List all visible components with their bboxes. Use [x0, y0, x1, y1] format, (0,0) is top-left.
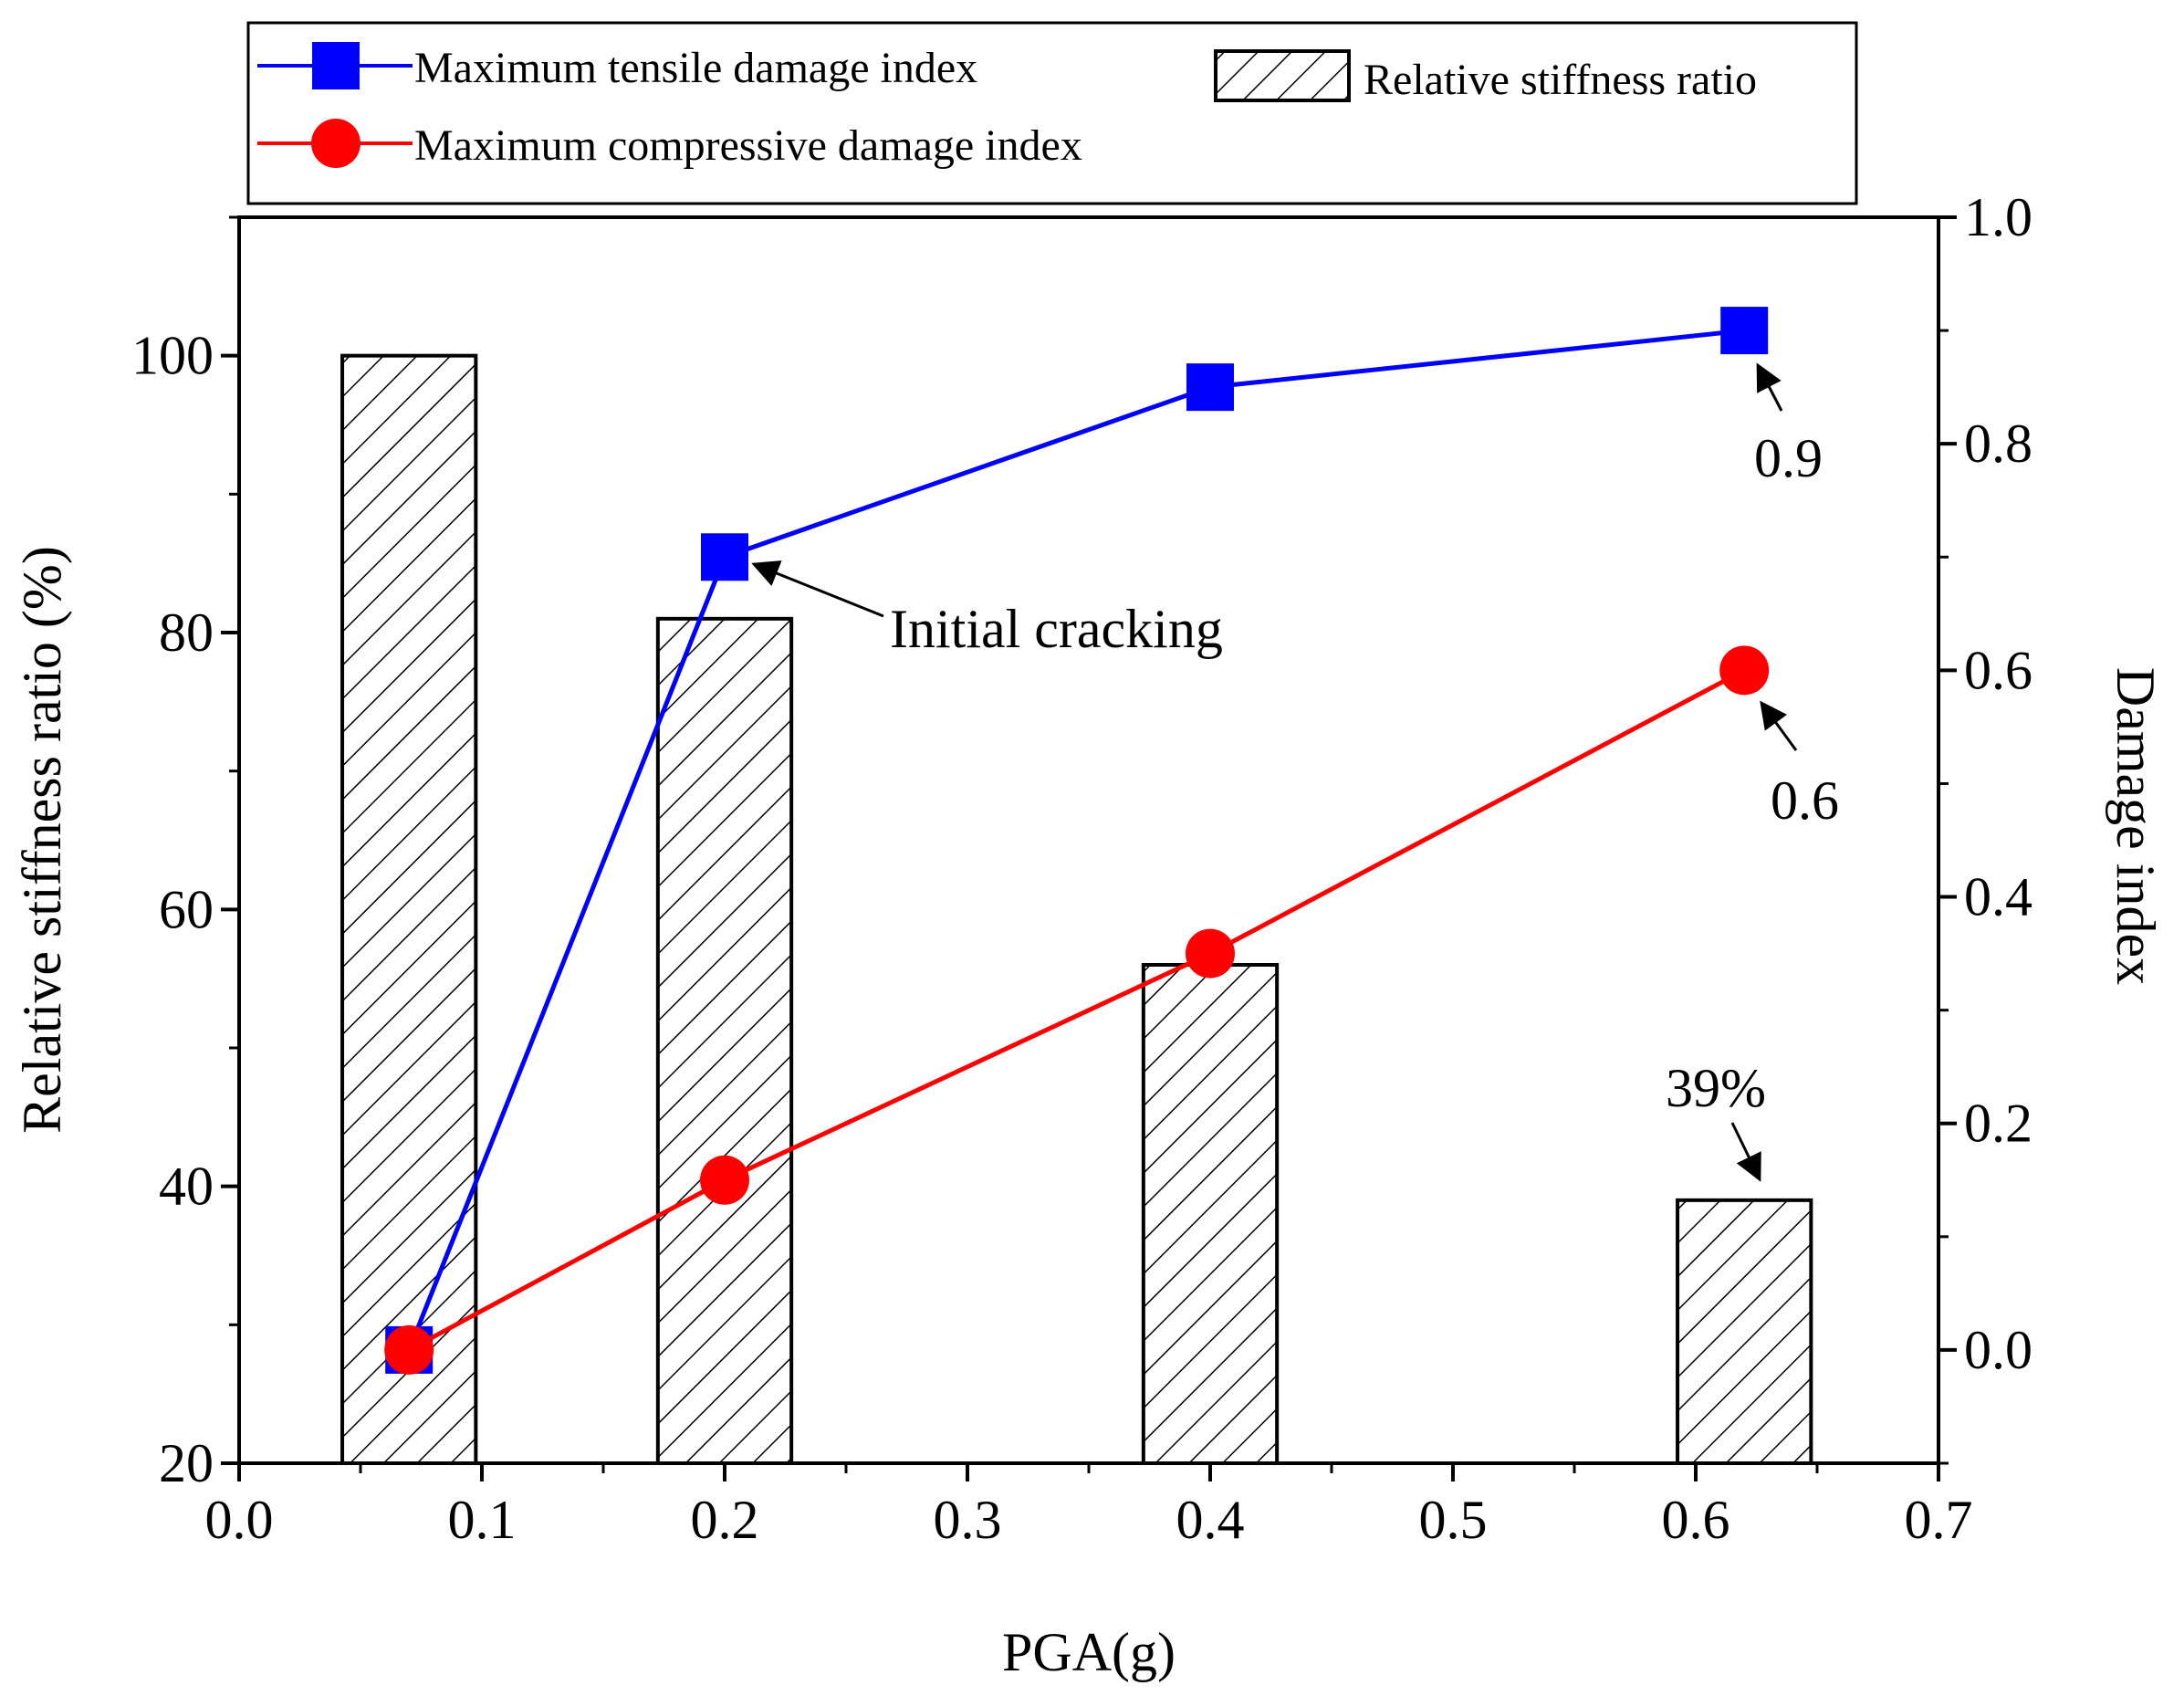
y-right-tick-label-3: 0.6: [1964, 640, 2032, 700]
annotation-06-arrow: [1760, 700, 1798, 751]
series-1-point-1: [700, 1155, 749, 1205]
annotation-39: 39%: [1666, 1058, 1766, 1118]
annotation-initial-cracking: Initial cracking: [890, 599, 1223, 659]
x-tick-label-3: 0.3: [934, 1490, 1002, 1550]
annotation-09: 0.9: [1754, 428, 1823, 488]
annotations: Initial cracking 0.9 0.6 39%: [751, 362, 1839, 1182]
y-left-tick-label-1: 40: [159, 1157, 214, 1217]
bars-layer: [340, 353, 1813, 1466]
ticks-layer: 0.0 0.1 0.2 0.3 0.4 0.5 0.6 0.7 20 40 60 80 100 0.0 0.…: [131, 187, 2032, 1550]
y-left-tick-label-2: 60: [159, 879, 214, 939]
x-tick-label-1: 0.1: [448, 1490, 517, 1550]
y-axis-right-title: Damage index: [2106, 667, 2166, 985]
lines-layer: [384, 307, 1770, 1375]
legend-frame: [246, 21, 1858, 205]
legend-compressive-label: Maximum compressive damage index: [414, 121, 1082, 170]
series-0-point-1: [701, 533, 748, 581]
bar-2: [1141, 963, 1280, 1465]
y-right-tick-label-5: 1.0: [1964, 187, 2032, 247]
legend-tensile-label: Maximum tensile damage index: [414, 44, 977, 92]
x-tick-label-4: 0.4: [1176, 1490, 1245, 1550]
y-axis-left-title: Relative stiffness ratio (%): [12, 546, 72, 1134]
y-left-tick-label-0: 20: [159, 1433, 214, 1493]
y-right-tick-label-4: 0.8: [1964, 414, 2032, 474]
series-1-point-0: [384, 1324, 434, 1375]
series-0-point-3: [1720, 307, 1769, 355]
legend-tensile-marker: [312, 42, 360, 89]
y-left-tick-label-3: 80: [159, 602, 214, 663]
y-right-tick-label-0: 0.0: [1964, 1320, 2032, 1380]
legend: Maximum tensile damage index Maximum com…: [246, 21, 1858, 205]
series-line-1: [408, 668, 1746, 1353]
x-tick-label-0: 0.0: [205, 1490, 274, 1550]
y-right-tick-label-1: 0.2: [1964, 1094, 2032, 1154]
x-axis-title: PGA(g): [1002, 1622, 1176, 1682]
legend-compressive-marker: [311, 119, 361, 168]
annotation-09-arrow: [1756, 362, 1783, 412]
annotation-39-arrow: [1730, 1122, 1761, 1182]
series-1-point-2: [1186, 928, 1235, 979]
annotation-initial-cracking-arrow: [751, 560, 884, 618]
bar-3: [1676, 1198, 1813, 1466]
x-tick-label-2: 0.2: [691, 1490, 759, 1550]
bar-1: [655, 616, 794, 1465]
legend-stiffness-swatch: [1214, 49, 1351, 102]
annotation-06: 0.6: [1771, 770, 1839, 831]
x-tick-label-6: 0.6: [1662, 1490, 1730, 1550]
x-tick-label-5: 0.5: [1419, 1490, 1488, 1550]
y-left-tick-label-4: 100: [131, 326, 214, 386]
series-line-0: [406, 328, 1745, 1351]
bar-0: [340, 353, 478, 1466]
x-tick-label-7: 0.7: [1905, 1490, 1973, 1550]
legend-stiffness-label: Relative stiffness ratio: [1364, 56, 1757, 104]
series-0-point-2: [1186, 363, 1234, 412]
y-right-tick-label-2: 0.4: [1964, 867, 2032, 927]
series-1-point-3: [1719, 645, 1770, 696]
